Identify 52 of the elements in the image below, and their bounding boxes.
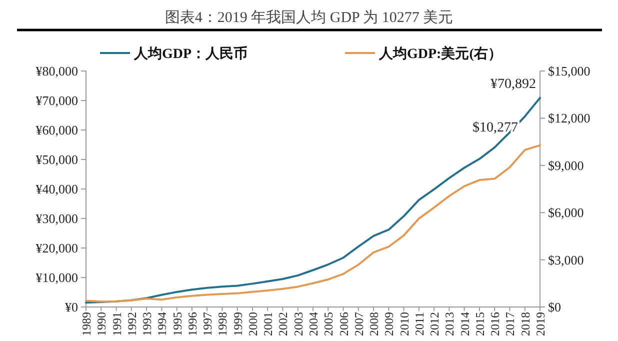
- x-tick-label: 2005: [322, 312, 336, 336]
- y-tick-label: ¥50,000: [36, 152, 78, 167]
- x-tick-label: 2003: [291, 312, 306, 336]
- legend-label: 人均GDP：人民币: [133, 45, 248, 62]
- y-tick-label: ¥20,000: [36, 240, 78, 256]
- x-tick-label: 1998: [216, 312, 230, 336]
- x-tick-label: 1989: [80, 312, 94, 336]
- y2-tick-label: $3,000: [548, 252, 584, 268]
- chart-title: 图表4：2019 年我国人均 GDP 为 10277 美元: [164, 9, 454, 26]
- x-tick-label: 2019: [534, 312, 548, 336]
- x-tick-label: 1999: [230, 312, 245, 336]
- x-tick-label: 2017: [503, 312, 518, 336]
- x-tick-label: 1996: [185, 312, 200, 336]
- x-tick-label: 2002: [276, 312, 290, 336]
- y-tick-label: ¥60,000: [36, 122, 78, 138]
- y-tick-label: ¥0: [65, 300, 78, 314]
- x-tick-label: 2006: [336, 312, 351, 336]
- x-tick-label: 2009: [382, 312, 396, 336]
- x-tick-label: 2015: [472, 312, 487, 336]
- x-tick-label: 2014: [458, 312, 472, 336]
- y2-tick-label: $6,000: [548, 205, 584, 220]
- y-tick-label: ¥70,000: [36, 93, 78, 108]
- y-tick-label: ¥10,000: [36, 270, 78, 285]
- annotation: ¥70,892: [490, 76, 536, 92]
- y2-tick-label: $15,000: [548, 64, 590, 78]
- x-tick-label: 1995: [170, 312, 184, 336]
- x-tick-label: 2008: [367, 312, 382, 336]
- x-tick-label: 1994: [155, 312, 170, 336]
- legend-label: 人均GDP:美元(右）: [378, 45, 502, 62]
- y2-tick-label: $0: [548, 300, 561, 314]
- y-tick-label: ¥80,000: [36, 64, 78, 78]
- y-tick-label: ¥40,000: [36, 182, 78, 196]
- x-tick-label: 2000: [246, 312, 260, 336]
- x-tick-label: 1990: [94, 312, 109, 336]
- x-tick-label: 1997: [200, 312, 215, 336]
- x-tick-label: 2001: [261, 312, 276, 336]
- x-tick-label: 1991: [110, 312, 124, 336]
- line-series: [85, 96, 541, 304]
- x-tick-label: 2007: [352, 312, 366, 336]
- y2-tick-label: $12,000: [548, 110, 590, 126]
- x-tick-label: 2012: [428, 312, 442, 336]
- x-tick-label: 2010: [397, 312, 412, 336]
- x-tick-label: 2016: [488, 312, 502, 336]
- line-series: [85, 144, 541, 302]
- y-tick-label: ¥30,000: [36, 211, 78, 226]
- x-tick-label: 1993: [140, 312, 154, 336]
- x-tick-label: 2018: [518, 312, 532, 336]
- x-tick-label: 2013: [442, 312, 457, 336]
- y2-tick-label: $9,000: [548, 158, 584, 173]
- x-tick-label: 2011: [412, 312, 426, 336]
- x-tick-label: 2004: [306, 312, 320, 336]
- x-tick-label: 1992: [124, 312, 139, 336]
